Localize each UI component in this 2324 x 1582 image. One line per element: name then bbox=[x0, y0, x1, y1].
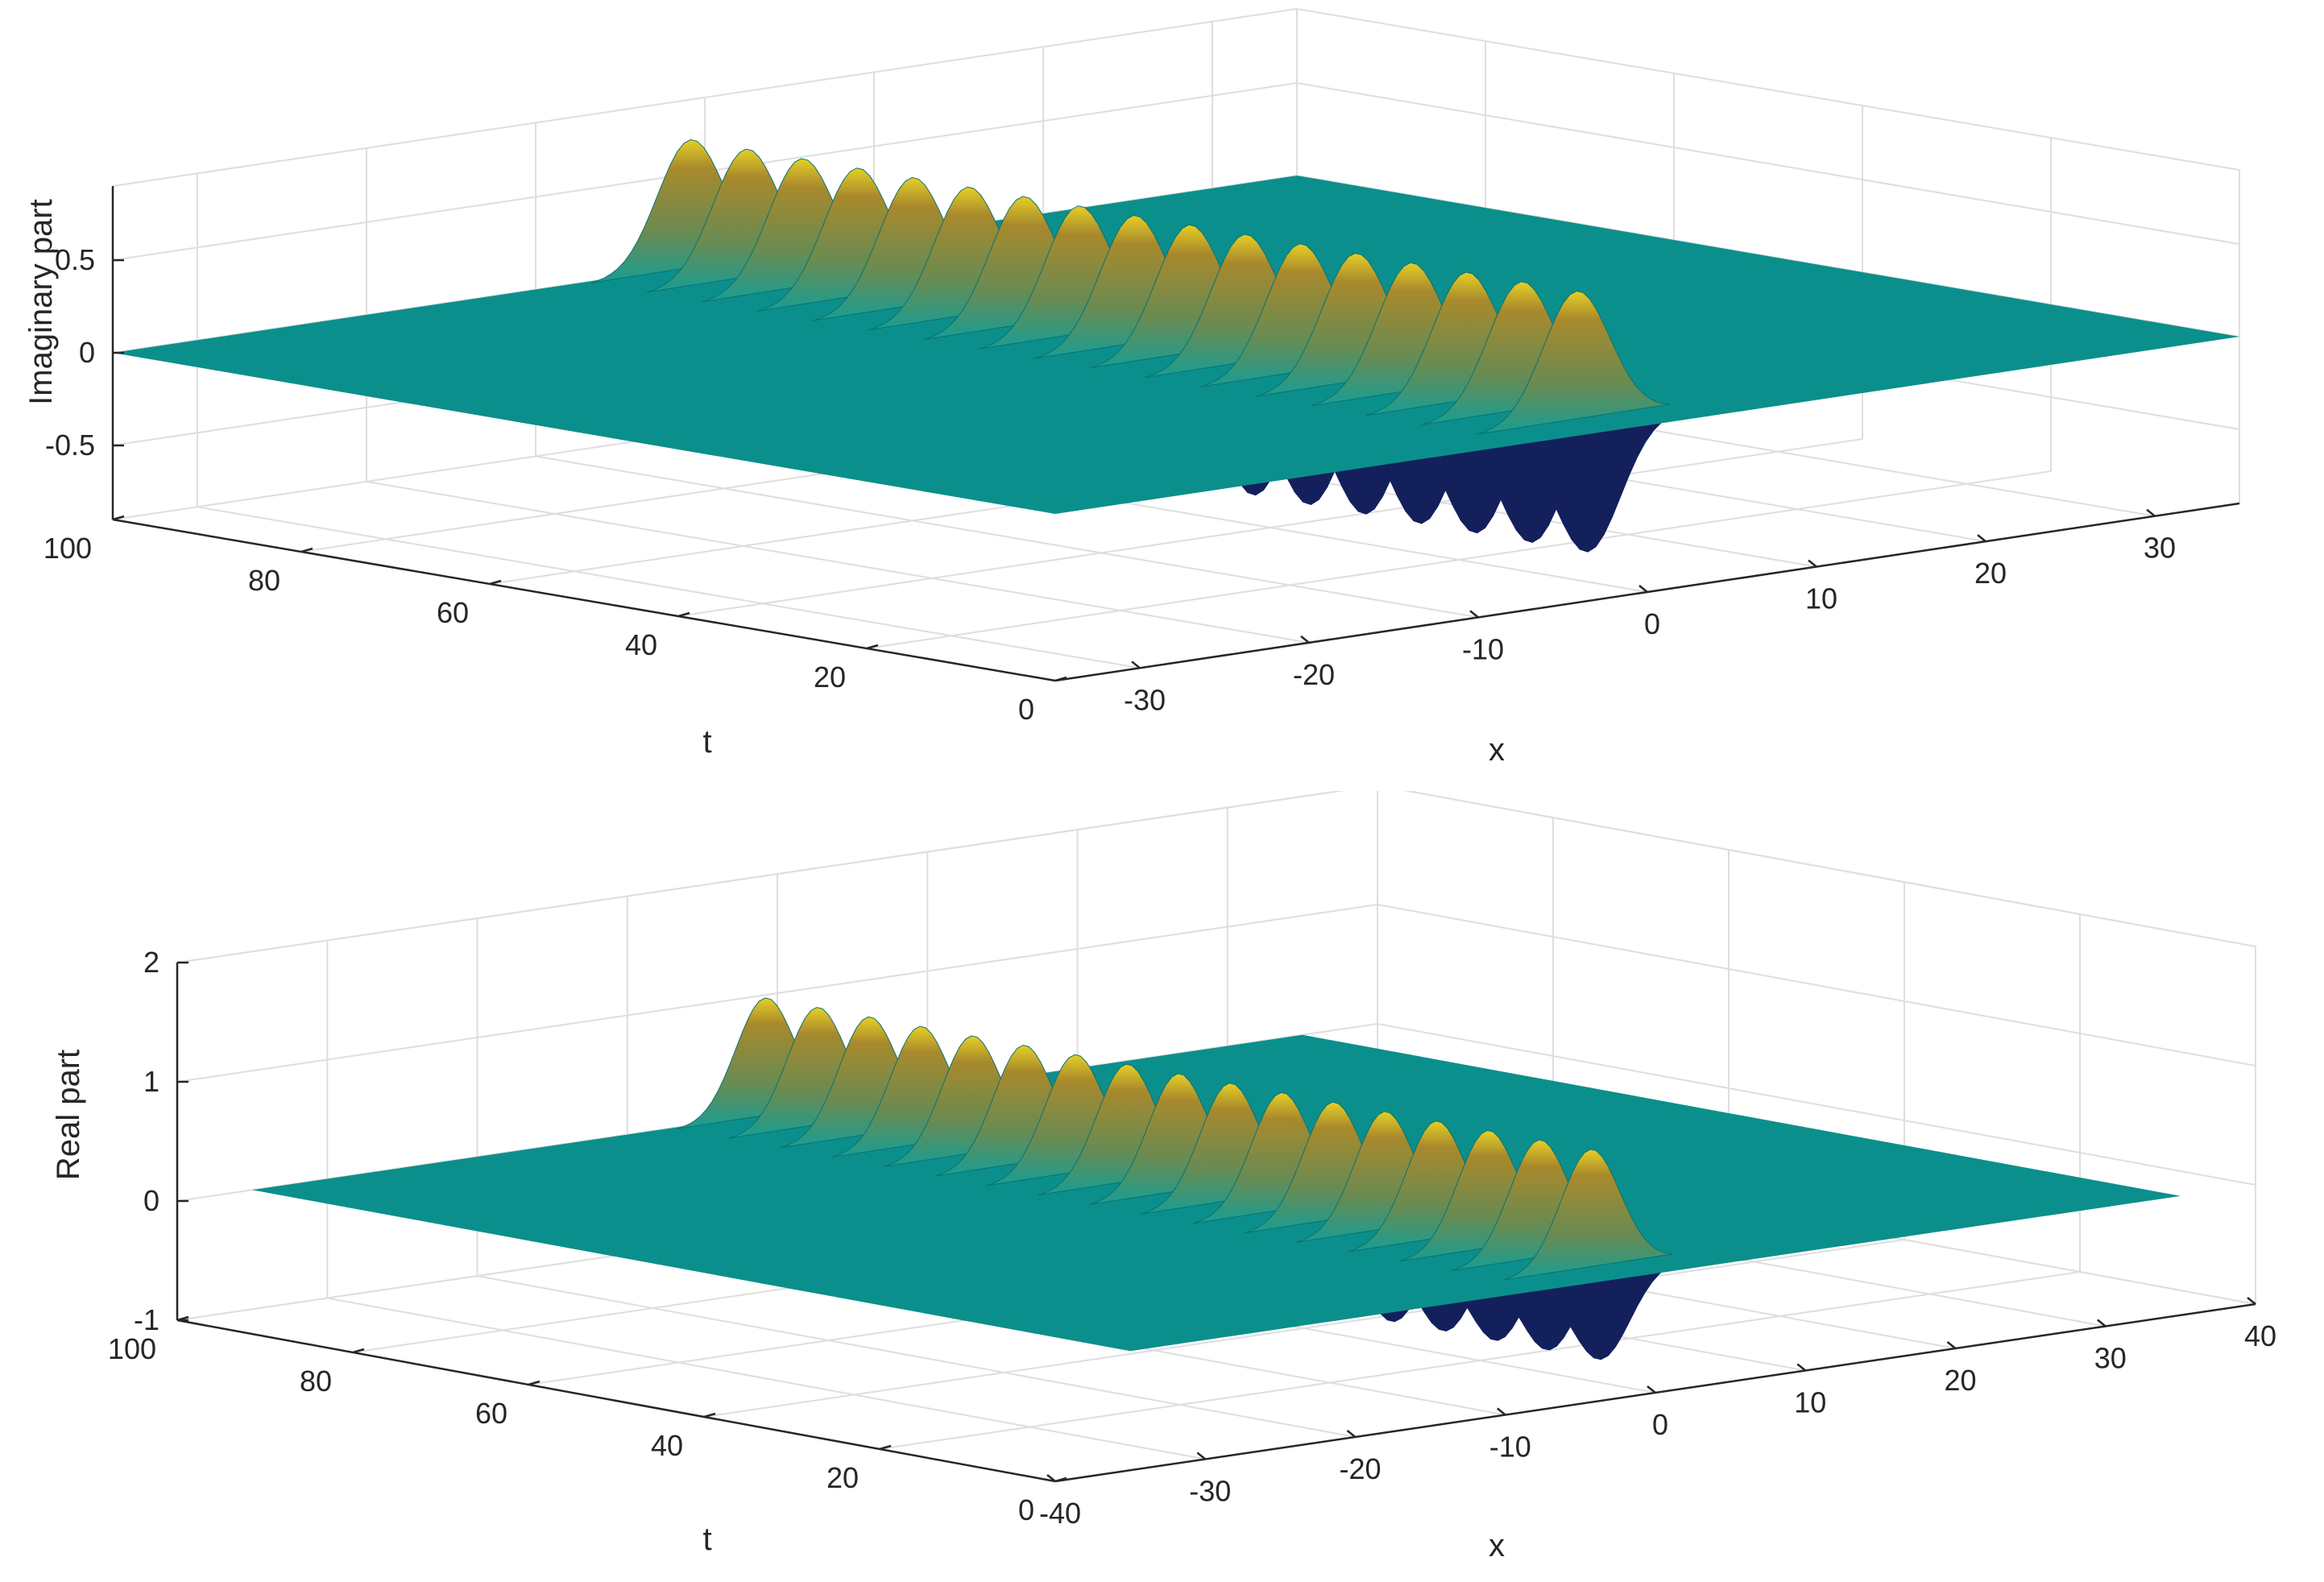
x-tick-label: -10 bbox=[1462, 632, 1504, 665]
x-tick bbox=[1196, 1452, 1207, 1460]
x-tick bbox=[1808, 559, 1817, 568]
x-tick-label: -30 bbox=[1189, 1475, 1231, 1508]
t-tick-label: 100 bbox=[43, 532, 92, 565]
peak-series bbox=[590, 139, 1670, 435]
t-tick bbox=[300, 547, 313, 553]
z-tick-label: 1 bbox=[143, 1065, 159, 1098]
z-tick-label: 0.5 bbox=[55, 243, 95, 276]
side-wall-gridline bbox=[1377, 904, 2256, 1066]
t-tick bbox=[528, 1380, 541, 1386]
floor-gridline bbox=[703, 1239, 1905, 1418]
z-axis-label: Real part bbox=[51, 1050, 86, 1180]
t-tick-label: 100 bbox=[108, 1332, 156, 1365]
x-tick-label: -20 bbox=[1339, 1452, 1381, 1485]
back-wall-gridline bbox=[176, 904, 1378, 1083]
floor-gridline bbox=[327, 1297, 1206, 1460]
x-tick-label: 10 bbox=[1805, 582, 1837, 615]
box-edge bbox=[176, 791, 1345, 963]
t-tick bbox=[352, 1348, 365, 1354]
t-tick bbox=[1054, 1476, 1067, 1483]
z-tick-label: 2 bbox=[143, 946, 159, 979]
t-axis-label: t bbox=[702, 1522, 711, 1557]
t-axis-label: t bbox=[702, 724, 711, 760]
x-axis-label: x bbox=[1489, 732, 1505, 768]
floor-gridline bbox=[866, 470, 2052, 649]
x-tick-label: 20 bbox=[1944, 1364, 1976, 1397]
x-tick bbox=[1046, 1474, 1056, 1482]
x-tick bbox=[2247, 1297, 2256, 1305]
x-tick bbox=[2146, 508, 2156, 517]
t-tick bbox=[677, 611, 690, 618]
z-tick-label: -1 bbox=[134, 1303, 159, 1336]
x-tick bbox=[1497, 1407, 1506, 1416]
t-tick-label: 20 bbox=[814, 661, 846, 694]
floor-gridline bbox=[879, 1271, 2081, 1450]
t-tick bbox=[489, 579, 502, 586]
floor-gridline bbox=[366, 480, 1310, 644]
z-tick-label: -0.5 bbox=[45, 429, 95, 462]
peak-mark bbox=[1477, 290, 1670, 435]
x-tick-label: 30 bbox=[2094, 1342, 2127, 1375]
t-tick-label: 60 bbox=[475, 1397, 507, 1430]
t-tick-label: 0 bbox=[1018, 693, 1034, 726]
side-wall-gridline bbox=[1377, 1023, 2256, 1186]
x-tick bbox=[1300, 635, 1310, 644]
t-tick bbox=[176, 1315, 189, 1322]
t-tick-label: 40 bbox=[651, 1429, 683, 1462]
x-tick bbox=[1131, 661, 1141, 669]
t-axis-line bbox=[176, 1319, 1056, 1483]
floor-gridline bbox=[535, 455, 1479, 619]
t-tick-label: 80 bbox=[300, 1365, 332, 1398]
t-tick bbox=[703, 1412, 716, 1418]
trough-mark bbox=[1488, 409, 1688, 553]
x-tick-label: 10 bbox=[1794, 1386, 1826, 1419]
peak-mark bbox=[1502, 1149, 1673, 1281]
x-tick-label: 0 bbox=[1652, 1408, 1668, 1441]
t-tick-label: 80 bbox=[248, 564, 280, 597]
t-tick bbox=[866, 644, 879, 650]
box-edge bbox=[112, 8, 1298, 187]
t-tick-label: 20 bbox=[826, 1461, 859, 1494]
box-edge bbox=[1403, 791, 2256, 947]
t-tick bbox=[112, 515, 125, 521]
x-tick-label: -10 bbox=[1489, 1431, 1531, 1464]
t-tick-label: 60 bbox=[437, 596, 469, 629]
imaginary-part-surface-plot: -0.5 0 0.5 -30 -20 -10 0 10 20 30 0 20 40 60 80 100 Ima… bbox=[23, 8, 2240, 768]
peak-series bbox=[677, 997, 1673, 1281]
floor-gridline bbox=[197, 506, 1141, 669]
x-tick-label: -40 bbox=[1039, 1497, 1081, 1530]
x-tick bbox=[1638, 585, 1648, 593]
x-tick bbox=[1647, 1385, 1656, 1394]
x-tick-label: -30 bbox=[1124, 683, 1166, 716]
x-tick bbox=[1796, 1363, 1807, 1372]
x-tick bbox=[2097, 1319, 2107, 1327]
t-axis-line bbox=[112, 518, 1056, 682]
x-tick-label: 20 bbox=[1974, 557, 2007, 590]
floor-gridline bbox=[477, 1275, 1356, 1438]
side-wall-gridline bbox=[1296, 82, 2240, 245]
z-tick-label: 0 bbox=[143, 1184, 159, 1217]
z-tick-label: 0 bbox=[79, 336, 95, 369]
t-tick bbox=[879, 1444, 892, 1451]
t-tick bbox=[1054, 676, 1067, 682]
x-tick bbox=[1469, 610, 1479, 619]
x-tick bbox=[1946, 1341, 1957, 1349]
floor-gridline bbox=[677, 438, 1863, 617]
x-tick-label: -20 bbox=[1293, 658, 1335, 691]
x-tick-label: 30 bbox=[2144, 532, 2176, 565]
x-tick-label: 40 bbox=[2244, 1319, 2276, 1352]
x-tick-label: 0 bbox=[1644, 607, 1660, 640]
t-tick-label: 40 bbox=[625, 628, 657, 661]
x-tick bbox=[1346, 1430, 1357, 1438]
t-tick-label: 0 bbox=[1018, 1493, 1034, 1526]
x-tick bbox=[1977, 534, 1986, 543]
box-edge bbox=[1296, 8, 2240, 171]
x-axis-label: x bbox=[1489, 1528, 1505, 1563]
z-axis-label: Imaginary part bbox=[23, 199, 59, 405]
side-wall-gridline bbox=[1403, 791, 2256, 947]
